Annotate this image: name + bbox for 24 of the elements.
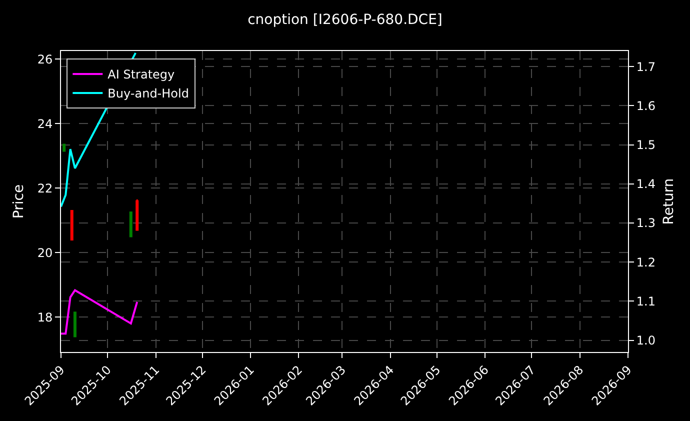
candlestick	[70, 210, 74, 240]
y2-tick-label: 1.4	[636, 177, 656, 192]
y2-tick-label: 1.1	[636, 294, 656, 308]
y-tick-label: 18	[37, 310, 53, 324]
candlestick	[136, 198, 139, 231]
y-axis-title: Price	[11, 184, 27, 219]
candlestick	[73, 312, 76, 338]
y-tick-label: 26	[37, 52, 53, 66]
y2-tick-label: 1.3	[636, 216, 656, 230]
y-tick-label: 24	[37, 116, 53, 131]
y2-tick-label: 1.2	[636, 255, 656, 270]
line-series	[61, 289, 138, 335]
y-tick-label: 20	[37, 246, 53, 260]
legend-label: AI Strategy	[108, 68, 175, 82]
candlestick	[129, 212, 132, 238]
candlestick	[62, 144, 66, 152]
chart-title: cnoption [I2606-P-680.DCE]	[248, 12, 442, 28]
y2-tick-label: 1.6	[636, 98, 656, 113]
y2-tick-label: 1.5	[636, 138, 656, 152]
y2-tick-label: 1.7	[636, 60, 656, 74]
y-tick-label: 22	[37, 181, 53, 196]
y2-tick-label: 1.0	[636, 333, 656, 348]
y2-axis-title: Return	[661, 178, 677, 225]
legend-label: Buy-and-Hold	[108, 86, 189, 101]
